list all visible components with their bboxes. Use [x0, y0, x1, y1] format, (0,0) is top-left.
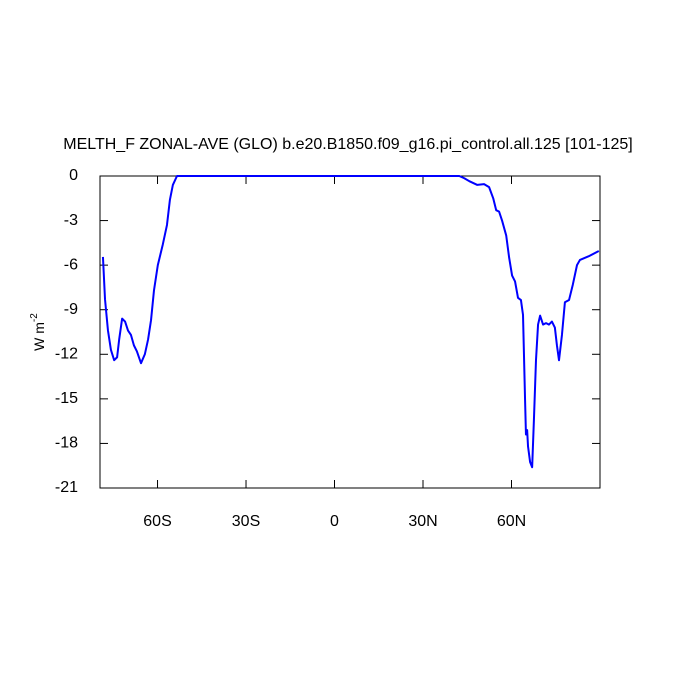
y-tick-label: -21: [55, 479, 78, 496]
y-tick-label: -18: [55, 435, 78, 452]
data-line: [101, 175, 600, 469]
plot-frame: [99, 175, 601, 489]
chart-title: MELTH_F ZONAL-AVE (GLO) b.e20.B1850.f09_…: [63, 136, 633, 153]
x-tick-label: 30N: [408, 513, 437, 530]
y-tick-label: -12: [55, 346, 78, 363]
y-axis-label: W m-2: [29, 313, 47, 351]
x-tick-label: 30S: [232, 513, 260, 530]
x-tick-label: 60S: [143, 513, 171, 530]
y-axis-label-sup: -2: [29, 313, 40, 322]
y-tick-label: -9: [64, 301, 78, 318]
y-tick-label: -15: [55, 390, 78, 407]
y-tick-label: -6: [64, 256, 78, 273]
x-tick-label: 0: [330, 513, 339, 530]
y-tick-label: 0: [69, 167, 78, 184]
y-tick-label: -3: [64, 212, 78, 229]
y-axis-label-text: W m: [31, 322, 47, 351]
x-tick-label: 60N: [497, 513, 526, 530]
